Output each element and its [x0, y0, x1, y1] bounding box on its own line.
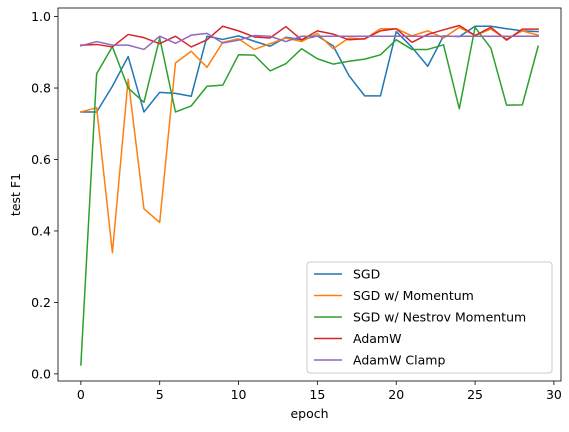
legend-label-2: SGD w/ Momentum [353, 288, 474, 303]
legend-label-1: SGD [353, 267, 380, 282]
legend-label-4: AdamW [353, 331, 401, 346]
series-line-5 [79, 32, 539, 51]
legend-label-3: SGD w/ Nestrov Momentum [353, 310, 526, 325]
series-line-3 [80, 26, 540, 366]
series-layer [79, 24, 540, 366]
y-axis-label: test F1 [8, 173, 23, 216]
x-tick-label: 15 [309, 387, 325, 402]
y-tick-label: 1.0 [31, 9, 51, 24]
x-tick-label: 25 [467, 387, 483, 402]
y-tick-label: 0.6 [31, 152, 51, 167]
x-tick-label: 0 [77, 387, 85, 402]
y-tick-label: 0.4 [31, 223, 51, 238]
legend-label-5: AdamW Clamp [353, 353, 445, 368]
x-tick-label: 5 [156, 387, 164, 402]
x-axis-label: epoch [290, 406, 328, 421]
legend: SGD SGD w/ Momentum SGD w/ Nestrov Momentu… [306, 261, 553, 374]
y-tick-label: 0.2 [31, 295, 51, 310]
x-tick-label: 10 [231, 387, 247, 402]
series-line-2 [79, 26, 540, 254]
ticks-layer: 0 5 10 15 20 25 30 0.0 0.2 0.4 0.6 0.8 1.0 [31, 9, 562, 402]
x-tick-label: 20 [388, 387, 404, 402]
y-tick-label: 0.0 [31, 366, 51, 381]
x-tick-label: 30 [546, 387, 562, 402]
series-line-4 [80, 24, 539, 48]
plot-frame [57, 7, 562, 382]
y-tick-label: 0.8 [31, 81, 51, 96]
legend-box [306, 261, 553, 374]
